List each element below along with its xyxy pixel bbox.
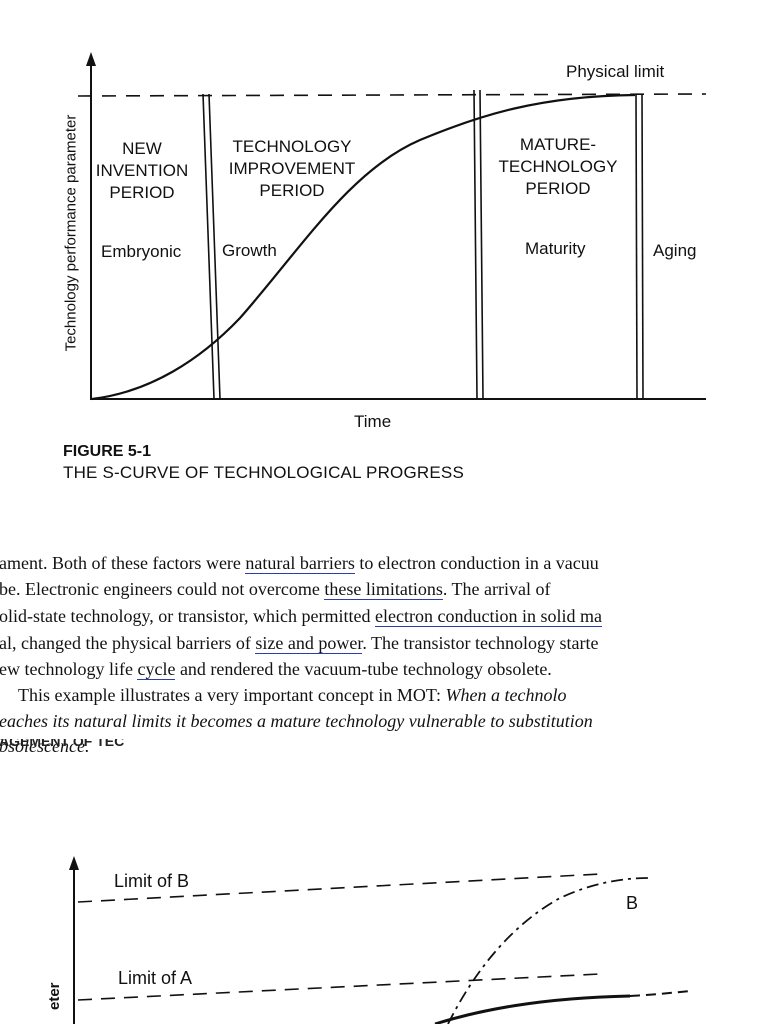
line-2-text-a: be. Electronic engineers could not overc… (0, 579, 325, 599)
paragraph-line-8: bsolescence. (0, 736, 768, 757)
line-1-text-a: ament. Both of these factors were (0, 553, 246, 573)
limit-b-label: Limit of B (114, 871, 190, 891)
phase-embryonic: Embryonic (101, 242, 182, 261)
paragraph-line-6: This example illustrates a very importan… (0, 685, 768, 706)
y-axis-label: Technology performance parameter (62, 114, 80, 352)
divider-3 (635, 93, 638, 400)
limit-b-line (77, 873, 601, 903)
paragraph-line-7: eaches its natural limits it becomes a m… (0, 711, 768, 732)
limit-a-label: Limit of A (118, 968, 193, 988)
highlight-size-and-power: size and power (255, 633, 363, 654)
divider-1b (208, 93, 221, 400)
phase-maturity: Maturity (525, 239, 586, 258)
line-8-italic: bsolescence. (0, 736, 90, 756)
physical-limit-label: Physical limit (566, 62, 665, 81)
curve-b-label: B (626, 893, 639, 913)
fig2-y-axis-arrow (69, 856, 79, 870)
fig2-y-axis-label: eter (46, 982, 63, 1010)
line-5-text-a: ew technology life (0, 659, 138, 679)
paragraph-line-4: al, changed the physical barriers of siz… (0, 633, 768, 654)
divider-2b (479, 89, 484, 400)
period-new-invention: NEW INVENTION PERIOD (95, 139, 189, 202)
period-technology-improvement: TECHNOLOGY IMPROVEMENT PERIOD (228, 137, 356, 200)
line-5-text-b: and rendered the vacuum-tube technology … (175, 659, 552, 679)
line-4-text-b: . The transistor technology starte (362, 633, 599, 653)
divider-2 (473, 89, 478, 400)
figure-number: FIGURE 5-1 (63, 443, 152, 460)
s-curve-figure (77, 52, 707, 401)
highlight-these-limitations: these limitations (324, 579, 443, 600)
curve-b (447, 877, 649, 1024)
line-7-italic: eaches its natural limits it becomes a m… (0, 711, 593, 731)
curve-a (434, 994, 631, 1024)
paragraph-line-2: be. Electronic engineers could not overc… (0, 579, 768, 600)
period-mature-technology: MATURE- TECHNOLOGY PERIOD (498, 135, 618, 198)
phase-aging: Aging (653, 241, 697, 260)
paragraph-line-3: olid-state technology, or transistor, wh… (0, 606, 768, 627)
curve-a-extension (629, 990, 691, 997)
highlight-cycle: cycle (137, 659, 176, 680)
line-4-text-a: al, changed the physical barriers of (0, 633, 256, 653)
bleed-through-text: AGEMENT OF TEC (0, 739, 125, 747)
bleed-through-header: AGEMENT OF TEC (0, 739, 189, 747)
line-3-text-a: olid-state technology, or transistor, wh… (0, 606, 376, 626)
x-axis-label: Time (354, 412, 392, 431)
paragraph-line-5: ew technology life cycle and rendered th… (0, 659, 768, 680)
y-axis-arrow (86, 52, 96, 66)
line-6-italic: When a technolo (445, 685, 567, 705)
s-curve (91, 93, 636, 401)
figure-title: THE S-CURVE OF TECHNOLOGICAL PROGRESS (63, 463, 464, 482)
divider-1 (202, 93, 215, 400)
limit-a-line (77, 973, 601, 1001)
paragraph-line-1: ament. Both of these factors were natura… (0, 553, 768, 574)
line-2-text-b: . The arrival of (442, 579, 551, 599)
physical-limit-line (77, 93, 707, 97)
line-6-text: This example illustrates a very importan… (18, 685, 441, 705)
line-1-text-b: to electron conduction in a vacuu (354, 553, 599, 573)
highlight-natural-barriers: natural barriers (245, 553, 355, 574)
substitution-figure (69, 856, 691, 1024)
divider-3b (641, 93, 644, 400)
highlight-electron-conduction: electron conduction in solid ma (375, 606, 602, 627)
phase-growth: Growth (222, 241, 277, 260)
